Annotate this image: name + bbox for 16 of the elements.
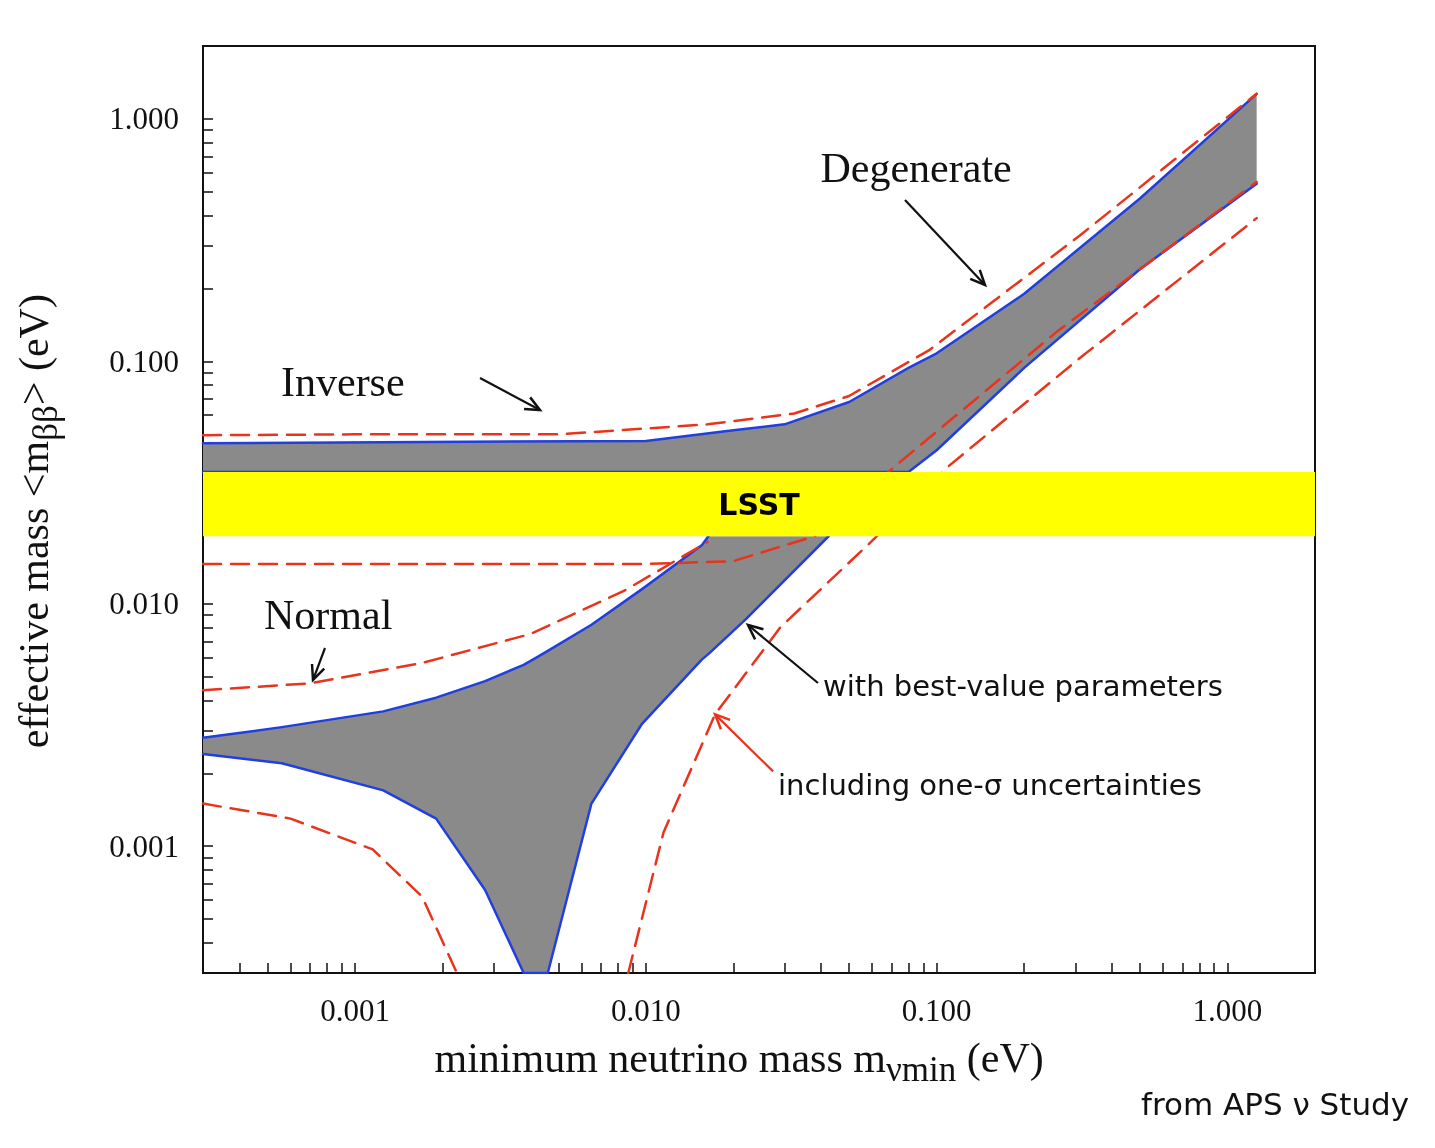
x-tick-label: 0.001 xyxy=(320,993,390,1028)
x-axis-title: minimum neutrino mass m$_{νmin}$ (eV) xyxy=(434,1035,1044,1090)
annotation: Degenerate xyxy=(820,145,1012,191)
y-tick-label: 1.000 xyxy=(109,101,179,137)
y-tick-label: 0.001 xyxy=(109,828,179,864)
x-tick-label: 0.100 xyxy=(901,993,972,1028)
y-tick-label: 0.100 xyxy=(109,343,179,379)
annotation: including one-σ uncertainties xyxy=(778,767,1202,802)
y-tick-label: 0.010 xyxy=(109,586,179,622)
annotation: Inverse xyxy=(281,359,405,405)
annotation: with best-value parameters xyxy=(823,668,1223,703)
x-tick-label: 0.010 xyxy=(610,993,681,1028)
annotation: Normal xyxy=(264,592,393,638)
x-tick-label: 1.000 xyxy=(1192,993,1263,1028)
text: from APS ν Study xyxy=(1141,1085,1410,1122)
band-label: LSST xyxy=(718,486,801,522)
